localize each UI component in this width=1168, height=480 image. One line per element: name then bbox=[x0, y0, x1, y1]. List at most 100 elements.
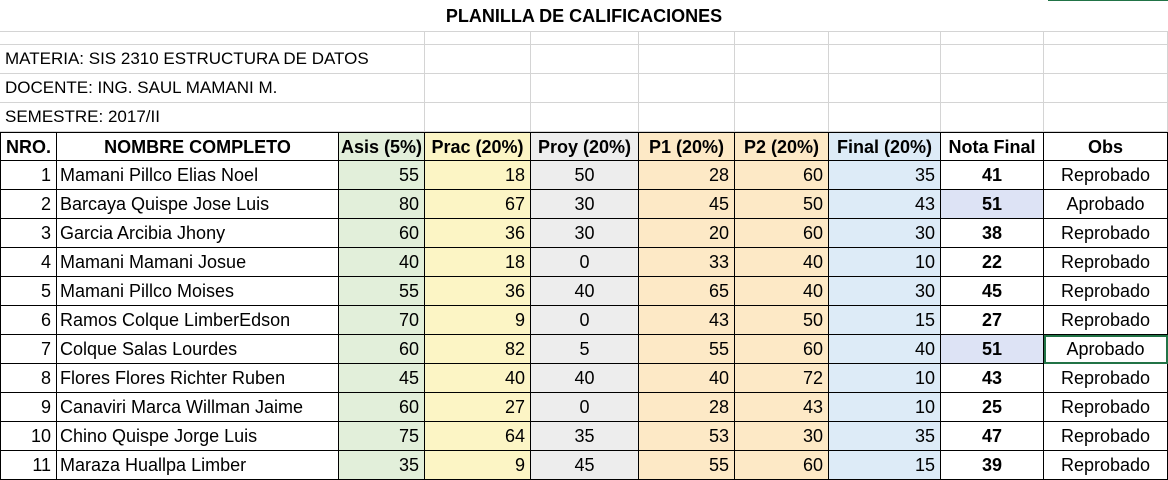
blank-cell[interactable] bbox=[531, 32, 639, 45]
blank-cell[interactable] bbox=[735, 74, 829, 103]
header-nombre[interactable]: NOMBRE COMPLETO bbox=[57, 132, 339, 161]
cell-asis[interactable]: 60 bbox=[339, 219, 425, 248]
blank-cell[interactable] bbox=[531, 103, 639, 132]
cell-proy[interactable]: 0 bbox=[531, 393, 639, 422]
blank-cell[interactable] bbox=[941, 103, 1044, 132]
cell-prac[interactable]: 36 bbox=[425, 219, 531, 248]
blank-cell[interactable] bbox=[941, 74, 1044, 103]
cell-prac[interactable]: 9 bbox=[425, 451, 531, 480]
cell-p1[interactable]: 28 bbox=[639, 161, 735, 190]
header-final[interactable]: Final (20%) bbox=[829, 132, 941, 161]
cell-nota-final[interactable]: 38 bbox=[941, 219, 1044, 248]
cell-p1[interactable]: 33 bbox=[639, 248, 735, 277]
cell-prac[interactable]: 9 bbox=[425, 306, 531, 335]
blank-cell[interactable] bbox=[425, 45, 531, 74]
cell-nombre[interactable]: Chino Quispe Jorge Luis bbox=[57, 422, 339, 451]
cell-asis[interactable]: 60 bbox=[339, 335, 425, 364]
blank-cell[interactable] bbox=[639, 103, 735, 132]
cell-nombre[interactable]: Colque Salas Lourdes bbox=[57, 335, 339, 364]
cell-obs[interactable]: Aprobado bbox=[1044, 190, 1168, 219]
cell-asis[interactable]: 55 bbox=[339, 277, 425, 306]
cell-obs[interactable]: Reprobado bbox=[1044, 393, 1168, 422]
cell-nombre[interactable]: Ramos Colque LimberEdson bbox=[57, 306, 339, 335]
header-asis[interactable]: Asis (5%) bbox=[339, 132, 425, 161]
cell-obs[interactable]: Reprobado bbox=[1044, 306, 1168, 335]
blank-cell[interactable] bbox=[639, 45, 735, 74]
cell-nombre[interactable]: Mamani Pillco Moises bbox=[57, 277, 339, 306]
cell-p2[interactable]: 40 bbox=[735, 248, 829, 277]
cell-nro[interactable]: 1 bbox=[0, 161, 57, 190]
cell-obs[interactable]: Reprobado bbox=[1044, 422, 1168, 451]
cell-proy[interactable]: 50 bbox=[531, 161, 639, 190]
blank-cell[interactable] bbox=[425, 74, 531, 103]
cell-proy[interactable]: 35 bbox=[531, 422, 639, 451]
cell-nombre[interactable]: Garcia Arcibia Jhony bbox=[57, 219, 339, 248]
cell-obs[interactable]: Reprobado bbox=[1044, 248, 1168, 277]
cell-final[interactable]: 35 bbox=[829, 161, 941, 190]
cell-p2[interactable]: 40 bbox=[735, 277, 829, 306]
cell-prac[interactable]: 18 bbox=[425, 248, 531, 277]
cell-nro[interactable]: 5 bbox=[0, 277, 57, 306]
cell-asis[interactable]: 40 bbox=[339, 248, 425, 277]
blank-cell[interactable] bbox=[1044, 103, 1168, 132]
cell-nota-final[interactable]: 43 bbox=[941, 364, 1044, 393]
semestre-cell[interactable]: SEMESTRE: 2017/II bbox=[0, 103, 425, 132]
cell-proy[interactable]: 45 bbox=[531, 451, 639, 480]
header-proy[interactable]: Proy (20%) bbox=[531, 132, 639, 161]
cell-asis[interactable]: 35 bbox=[339, 451, 425, 480]
blank-cell[interactable] bbox=[829, 103, 941, 132]
cell-final[interactable]: 10 bbox=[829, 248, 941, 277]
cell-p2[interactable]: 60 bbox=[735, 161, 829, 190]
header-nro[interactable]: NRO. bbox=[0, 132, 57, 161]
blank-cell[interactable] bbox=[941, 45, 1044, 74]
sheet-title[interactable]: PLANILLA DE CALIFICACIONES bbox=[0, 0, 1168, 32]
cell-p1[interactable]: 55 bbox=[639, 335, 735, 364]
cell-proy[interactable]: 0 bbox=[531, 306, 639, 335]
cell-nombre[interactable]: Maraza Huallpa Limber bbox=[57, 451, 339, 480]
cell-nro[interactable]: 9 bbox=[0, 393, 57, 422]
blank-cell[interactable] bbox=[829, 32, 941, 45]
cell-p2[interactable]: 50 bbox=[735, 190, 829, 219]
cell-nota-final[interactable]: 51 bbox=[941, 335, 1044, 364]
cell-proy[interactable]: 40 bbox=[531, 364, 639, 393]
blank-cell[interactable] bbox=[0, 32, 425, 45]
cell-nota-final[interactable]: 22 bbox=[941, 248, 1044, 277]
cell-nombre[interactable]: Mamani Pillco Elias Noel bbox=[57, 161, 339, 190]
cell-p1[interactable]: 20 bbox=[639, 219, 735, 248]
blank-cell[interactable] bbox=[1044, 32, 1168, 45]
cell-nota-final[interactable]: 39 bbox=[941, 451, 1044, 480]
cell-final[interactable]: 30 bbox=[829, 219, 941, 248]
cell-proy[interactable]: 30 bbox=[531, 190, 639, 219]
cell-nota-final[interactable]: 45 bbox=[941, 277, 1044, 306]
cell-final[interactable]: 15 bbox=[829, 451, 941, 480]
cell-proy[interactable]: 0 bbox=[531, 248, 639, 277]
cell-obs[interactable]: Reprobado bbox=[1044, 277, 1168, 306]
cell-final[interactable]: 40 bbox=[829, 335, 941, 364]
cell-p1[interactable]: 55 bbox=[639, 451, 735, 480]
docente-cell[interactable]: DOCENTE: ING. SAUL MAMANI M. bbox=[0, 74, 425, 103]
cell-asis[interactable]: 55 bbox=[339, 161, 425, 190]
cell-nro[interactable]: 7 bbox=[0, 335, 57, 364]
blank-cell[interactable] bbox=[829, 45, 941, 74]
cell-obs[interactable]: Aprobado bbox=[1044, 335, 1168, 364]
cell-nro[interactable]: 3 bbox=[0, 219, 57, 248]
cell-final[interactable]: 43 bbox=[829, 190, 941, 219]
cell-nota-final[interactable]: 51 bbox=[941, 190, 1044, 219]
cell-proy[interactable]: 30 bbox=[531, 219, 639, 248]
cell-nombre[interactable]: Canaviri Marca Willman Jaime bbox=[57, 393, 339, 422]
cell-nro[interactable]: 2 bbox=[0, 190, 57, 219]
blank-cell[interactable] bbox=[1044, 74, 1168, 103]
cell-p2[interactable]: 72 bbox=[735, 364, 829, 393]
cell-p2[interactable]: 43 bbox=[735, 393, 829, 422]
cell-p1[interactable]: 28 bbox=[639, 393, 735, 422]
cell-asis[interactable]: 80 bbox=[339, 190, 425, 219]
cell-nota-final[interactable]: 25 bbox=[941, 393, 1044, 422]
cell-nro[interactable]: 4 bbox=[0, 248, 57, 277]
blank-cell[interactable] bbox=[829, 74, 941, 103]
cell-p1[interactable]: 40 bbox=[639, 364, 735, 393]
cell-final[interactable]: 35 bbox=[829, 422, 941, 451]
cell-proy[interactable]: 5 bbox=[531, 335, 639, 364]
cell-prac[interactable]: 36 bbox=[425, 277, 531, 306]
cell-final[interactable]: 15 bbox=[829, 306, 941, 335]
header-prac[interactable]: Prac (20%) bbox=[425, 132, 531, 161]
